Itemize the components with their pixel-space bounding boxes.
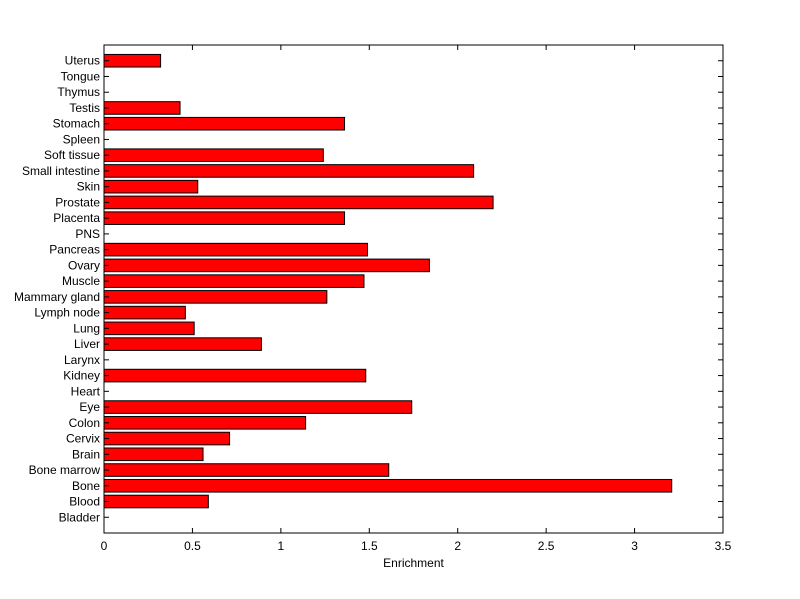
x-tick-label: 3: [631, 539, 638, 553]
y-tick-label-stomach: Stomach: [53, 117, 100, 131]
y-tick-label-larynx: Larynx: [64, 353, 100, 367]
y-tick-label-colon: Colon: [69, 416, 100, 430]
bar-mammary-gland: [103, 290, 328, 304]
bar-pancreas: [103, 242, 369, 257]
y-tick-label-testis: Testis: [69, 101, 100, 115]
bar-colon: [103, 416, 307, 430]
bar-liver: [103, 337, 262, 351]
bar-ovary: [103, 258, 430, 273]
x-tick-label: 3.5: [715, 539, 732, 553]
x-tick-label: 2: [454, 539, 461, 553]
bar-stomach: [103, 116, 346, 131]
y-tick-label-muscle: Muscle: [62, 274, 100, 288]
y-tick-label-skin: Skin: [77, 180, 100, 194]
bar-blood: [103, 494, 209, 509]
y-tick-label-liver: Liver: [74, 337, 100, 351]
bar-kidney: [103, 368, 367, 383]
x-axis-ticks: 0 0.5 1 1.5 2 2.5 3 3.5: [101, 45, 732, 553]
y-tick-label-uterus: Uterus: [65, 54, 100, 68]
y-tick-label-ovary: Ovary: [68, 258, 100, 272]
bar-soft-tissue: [103, 148, 324, 162]
bars-group: [103, 53, 673, 509]
y-tick-label-brain: Brain: [72, 447, 100, 461]
x-tick-label: 1: [278, 539, 285, 553]
bar-lung: [103, 321, 195, 336]
y-tick-label-pns: PNS: [75, 227, 100, 241]
y-tick-label-prostate: Prostate: [55, 195, 100, 209]
y-tick-label-mammary-gland: Mammary gland: [14, 290, 100, 304]
y-tick-label-bone-marrow: Bone marrow: [29, 463, 101, 477]
bar-brain: [103, 447, 204, 462]
bar-bone-marrow: [103, 463, 390, 477]
x-axis-title: Enrichment: [383, 556, 444, 570]
x-tick-label: 1.5: [361, 539, 378, 553]
y-tick-label-bladder: Bladder: [59, 510, 100, 524]
y-tick-label-soft-tissue: Soft tissue: [44, 148, 100, 162]
y-tick-label-spleen: Spleen: [63, 132, 100, 146]
y-tick-label-blood: Blood: [69, 495, 100, 509]
bar-lymph-node: [103, 305, 186, 320]
x-tick-label: 0: [101, 539, 108, 553]
y-tick-label-thymus: Thymus: [57, 85, 100, 99]
y-tick-label-placenta: Placenta: [53, 211, 100, 225]
y-tick-label-small-intestine: Small intestine: [22, 164, 100, 178]
y-tick-label-bone: Bone: [72, 479, 100, 493]
y-tick-label-cervix: Cervix: [66, 432, 100, 446]
x-tick-label: 2.5: [538, 539, 555, 553]
bar-small-intestine: [103, 164, 475, 178]
y-tick-label-heart: Heart: [71, 384, 101, 398]
y-tick-label-eye: Eye: [79, 400, 100, 414]
bar-skin: [103, 179, 199, 194]
bar-uterus: [103, 53, 162, 68]
x-tick-label: 0.5: [184, 539, 201, 553]
bar-testis: [103, 101, 181, 115]
y-tick-label-kidney: Kidney: [63, 369, 100, 383]
y-tick-label-pancreas: Pancreas: [49, 243, 100, 257]
y-tick-label-tongue: Tongue: [61, 69, 101, 83]
bar-muscle: [103, 274, 365, 288]
y-tick-label-lung: Lung: [73, 321, 100, 335]
bar-prostate: [103, 195, 494, 210]
bar-placenta: [103, 211, 346, 225]
y-tick-label-lymph-node: Lymph node: [34, 306, 100, 320]
bar-bone: [103, 478, 673, 493]
bar-eye: [103, 400, 413, 414]
bar-cervix: [103, 431, 231, 446]
